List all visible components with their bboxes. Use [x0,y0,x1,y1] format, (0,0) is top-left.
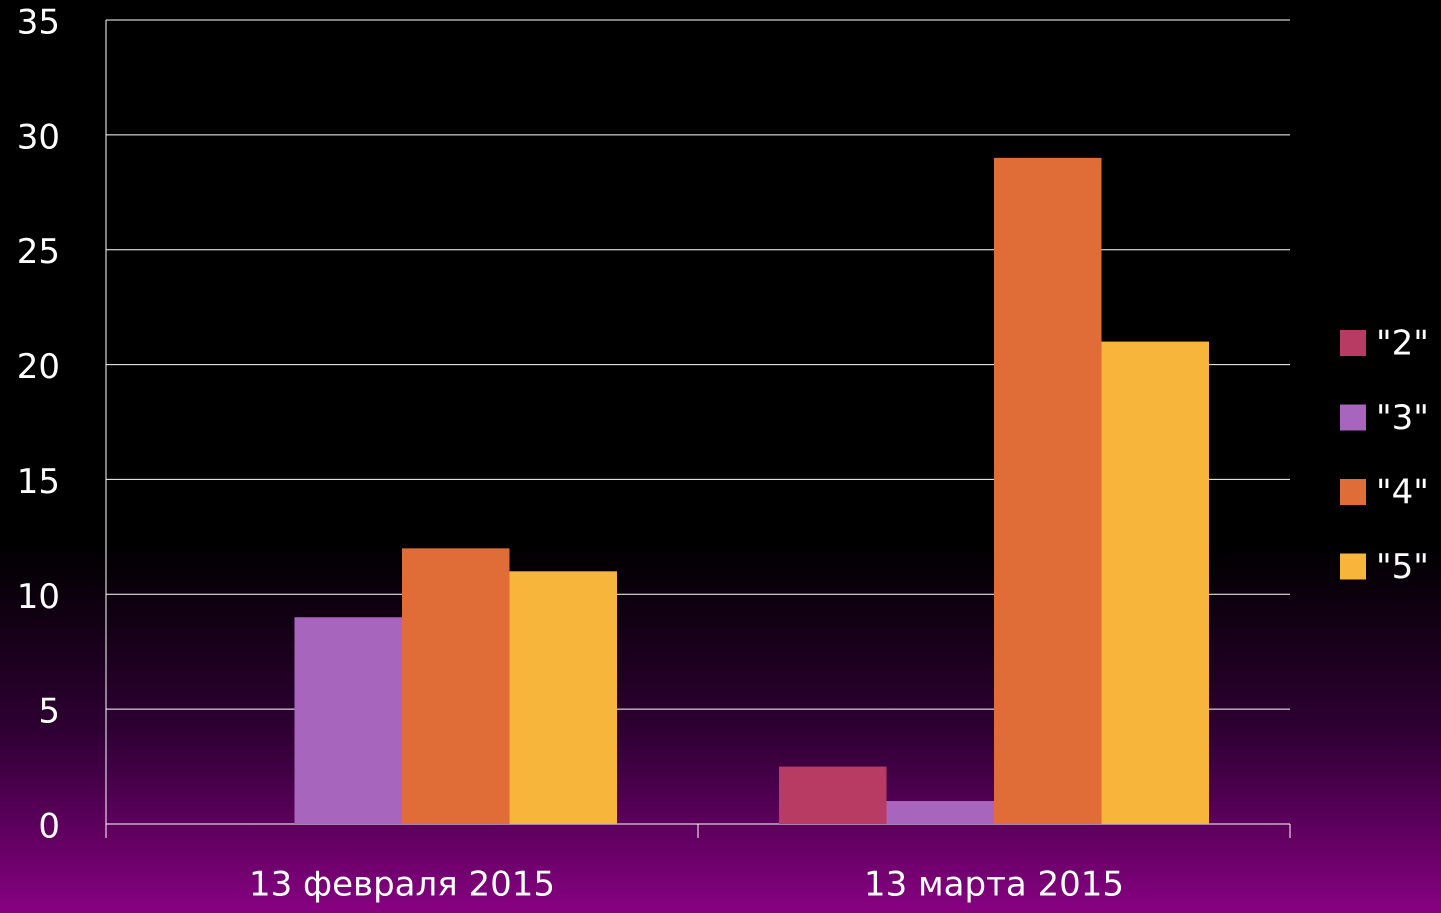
y-tick-label: 30 [17,117,60,157]
x-tick-label: 13 марта 2015 [864,865,1124,905]
legend-label: "5" [1376,547,1429,587]
bar [294,617,402,824]
bar [994,157,1102,825]
y-tick-label: 10 [17,577,60,617]
y-tick-label: 5 [38,692,60,732]
y-tick-label: 35 [17,3,60,43]
legend-swatch [1340,330,1366,356]
legend-label: "3" [1376,398,1429,438]
bar [1101,341,1209,824]
legend-swatch [1340,404,1366,431]
legend-swatch [1340,553,1366,580]
legend-swatch [1340,479,1366,505]
bar [886,801,994,824]
x-tick-label: 13 февраля 2015 [249,865,555,905]
legend-label: "2" [1376,324,1429,364]
y-tick-label: 0 [38,807,60,847]
y-tick-label: 20 [17,347,60,387]
bar [509,571,617,824]
y-tick-label: 25 [17,232,60,272]
legend-label: "4" [1376,473,1429,513]
bar [779,766,887,824]
bar [402,548,510,824]
y-tick-label: 15 [17,462,60,502]
